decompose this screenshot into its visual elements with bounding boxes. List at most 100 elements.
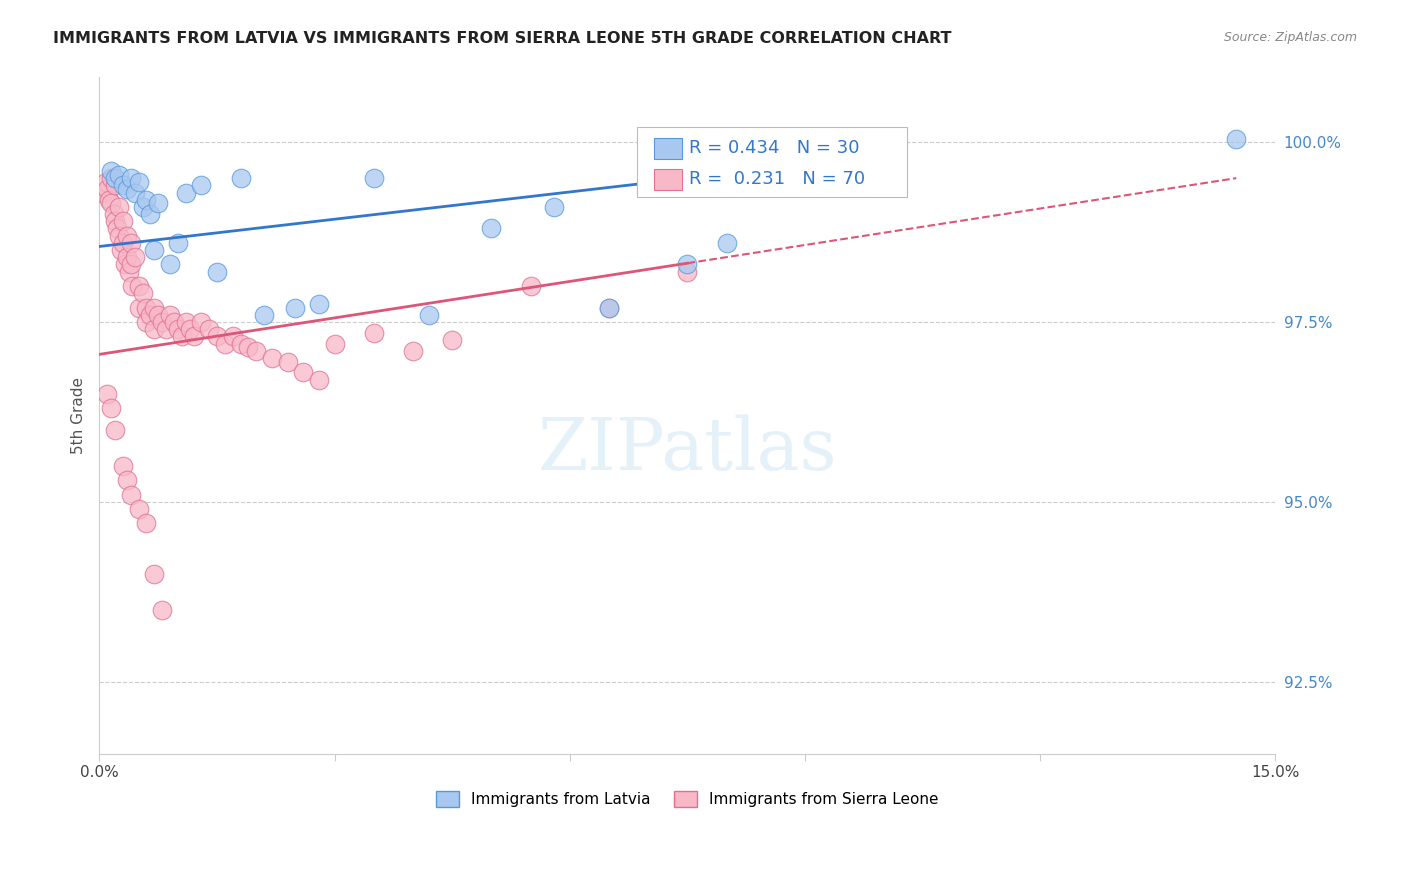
- Point: [163, 315, 186, 329]
- Point: [170, 329, 193, 343]
- Point: [114, 257, 136, 271]
- Point: [139, 308, 162, 322]
- Point: [179, 322, 201, 336]
- Point: [166, 322, 188, 336]
- Point: [190, 178, 212, 193]
- Point: [118, 265, 141, 279]
- Point: [716, 235, 738, 250]
- Point: [143, 566, 166, 581]
- Point: [104, 214, 127, 228]
- Point: [135, 516, 157, 531]
- Point: [93, 186, 115, 200]
- Point: [104, 423, 127, 437]
- Point: [676, 257, 699, 271]
- Point: [128, 301, 150, 315]
- Point: [115, 182, 138, 196]
- Point: [128, 502, 150, 516]
- Point: [105, 221, 128, 235]
- Point: [96, 182, 118, 196]
- Point: [441, 333, 464, 347]
- Text: R = 0.434   N = 30: R = 0.434 N = 30: [689, 139, 860, 157]
- Point: [155, 322, 177, 336]
- Point: [115, 228, 138, 243]
- Y-axis label: 5th Grade: 5th Grade: [72, 377, 86, 454]
- Point: [284, 301, 307, 315]
- Point: [135, 301, 157, 315]
- Point: [100, 164, 122, 178]
- Point: [598, 301, 620, 315]
- Text: R =  0.231   N = 70: R = 0.231 N = 70: [689, 170, 866, 188]
- Point: [128, 175, 150, 189]
- Point: [519, 279, 541, 293]
- Point: [143, 243, 166, 257]
- Point: [97, 193, 120, 207]
- Point: [174, 315, 197, 329]
- Point: [100, 196, 122, 211]
- Point: [402, 343, 425, 358]
- Point: [108, 200, 131, 214]
- Point: [481, 221, 503, 235]
- Point: [205, 265, 228, 279]
- Point: [363, 171, 385, 186]
- Point: [143, 322, 166, 336]
- Point: [100, 171, 122, 186]
- Point: [183, 329, 205, 343]
- Point: [103, 207, 125, 221]
- Point: [150, 602, 173, 616]
- Point: [115, 473, 138, 487]
- Point: [277, 354, 299, 368]
- Point: [124, 250, 146, 264]
- Point: [174, 186, 197, 200]
- Point: [139, 207, 162, 221]
- Point: [222, 329, 245, 343]
- Point: [214, 336, 236, 351]
- Point: [148, 196, 170, 211]
- Point: [135, 315, 157, 329]
- Text: ZIPatlas: ZIPatlas: [537, 414, 837, 484]
- Point: [108, 228, 131, 243]
- Point: [143, 301, 166, 315]
- Text: Source: ZipAtlas.com: Source: ZipAtlas.com: [1223, 31, 1357, 45]
- Point: [190, 315, 212, 329]
- Point: [159, 257, 181, 271]
- Point: [121, 279, 143, 293]
- Point: [159, 308, 181, 322]
- Point: [238, 340, 260, 354]
- Point: [115, 250, 138, 264]
- Point: [120, 487, 142, 501]
- Point: [148, 308, 170, 322]
- Point: [253, 308, 276, 322]
- Point: [198, 322, 221, 336]
- Point: [108, 168, 131, 182]
- Text: IMMIGRANTS FROM LATVIA VS IMMIGRANTS FROM SIERRA LEONE 5TH GRADE CORRELATION CHA: IMMIGRANTS FROM LATVIA VS IMMIGRANTS FRO…: [53, 31, 952, 46]
- Point: [111, 235, 134, 250]
- Point: [120, 235, 142, 250]
- Point: [260, 351, 283, 365]
- Point: [124, 186, 146, 200]
- Point: [120, 257, 142, 271]
- Point: [543, 200, 565, 214]
- Point: [111, 458, 134, 473]
- Point: [229, 171, 252, 186]
- Point: [205, 329, 228, 343]
- Point: [120, 171, 142, 186]
- Point: [111, 214, 134, 228]
- Point: [166, 235, 188, 250]
- Point: [104, 171, 127, 186]
- Point: [245, 343, 267, 358]
- Point: [229, 336, 252, 351]
- Point: [104, 178, 127, 193]
- Point: [363, 326, 385, 340]
- Point: [128, 279, 150, 293]
- Point: [131, 286, 153, 301]
- Point: [676, 265, 699, 279]
- Point: [1225, 131, 1247, 145]
- Point: [110, 243, 132, 257]
- Legend: Immigrants from Latvia, Immigrants from Sierra Leone: Immigrants from Latvia, Immigrants from …: [430, 785, 945, 814]
- Point: [418, 308, 440, 322]
- Point: [308, 372, 330, 386]
- Point: [135, 193, 157, 207]
- Point: [94, 175, 117, 189]
- Point: [323, 336, 346, 351]
- Point: [292, 365, 315, 379]
